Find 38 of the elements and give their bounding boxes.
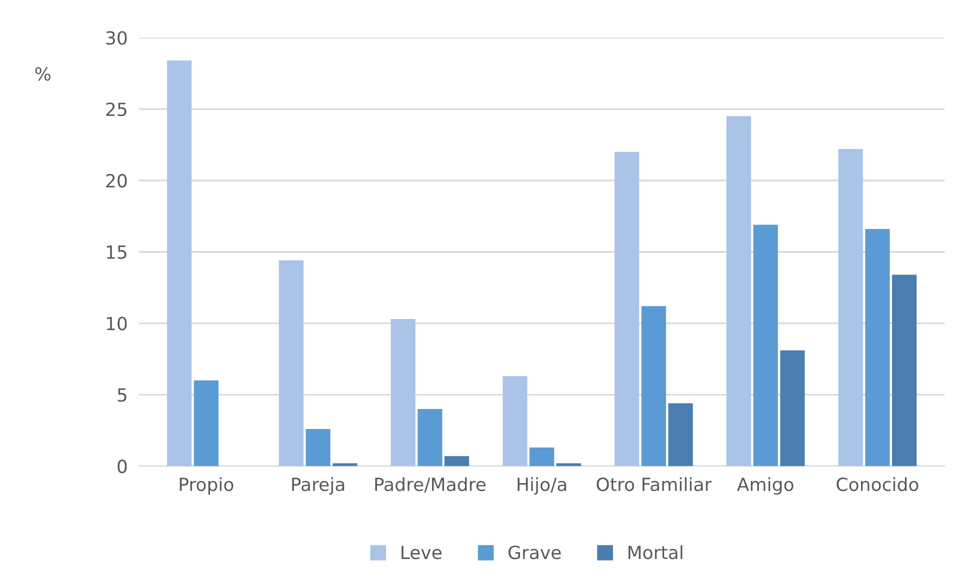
x-tick-label: Pareja <box>292 477 344 495</box>
bar <box>332 463 358 466</box>
y-tick-label: 5 <box>118 388 126 402</box>
x-tick-label: Otro Familiar <box>596 477 712 492</box>
x-tick-label: Amigo <box>737 477 794 495</box>
y-tick-label: 30 <box>106 31 127 45</box>
bar <box>390 318 416 466</box>
x-tick-label: Hijo/a <box>518 477 566 495</box>
y-tick-label: 0 <box>118 460 127 474</box>
bar <box>668 403 693 466</box>
x-tick-label: Propio <box>180 477 234 495</box>
y-tick-label: 20 <box>106 174 127 188</box>
y-tick-label: 10 <box>106 316 127 330</box>
legend-label: Grave <box>508 546 561 560</box>
bar <box>780 350 805 466</box>
bar <box>418 408 442 466</box>
x-tick-label: Padre/Madre <box>375 477 486 493</box>
bar <box>194 380 218 466</box>
bar <box>167 60 192 466</box>
x-tick-label: Conocido <box>836 477 918 492</box>
bar <box>556 463 581 466</box>
legend-label: Leve <box>402 546 442 560</box>
bar <box>641 306 666 466</box>
bar <box>838 149 863 466</box>
bar <box>865 229 890 466</box>
bar <box>892 274 917 466</box>
y-tick-label: 25 <box>106 102 126 116</box>
bar <box>306 428 330 466</box>
bar <box>502 376 528 466</box>
bar <box>726 116 752 466</box>
bar <box>614 152 640 466</box>
bar <box>278 260 304 466</box>
y-axis-title: % <box>35 67 50 81</box>
bar <box>753 224 778 466</box>
bar <box>530 448 554 466</box>
bar <box>444 456 470 466</box>
legend-label: Mortal <box>628 545 682 560</box>
y-tick-label: 15 <box>106 246 126 259</box>
